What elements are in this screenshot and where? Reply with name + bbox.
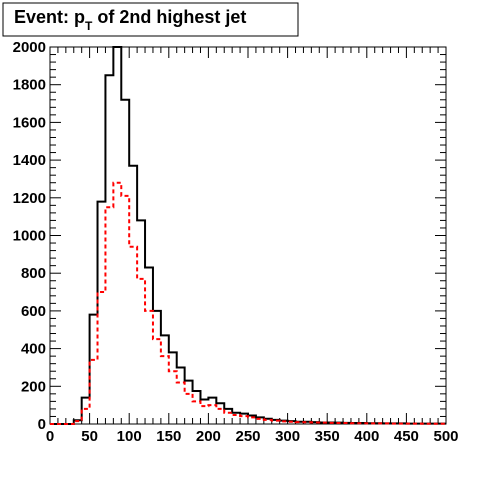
series-1-histogram — [50, 181, 446, 425]
series-0-histogram — [50, 46, 446, 425]
x-tick-label: 0 — [46, 428, 54, 445]
x-tick-label: 200 — [196, 428, 221, 445]
title-rest: of 2nd highest jet — [92, 7, 246, 27]
title-main: Event: p — [14, 7, 85, 27]
y-tick-label: 1200 — [13, 190, 46, 207]
chart-title: Event: pT of 2nd highest jet — [2, 2, 299, 37]
x-tick-label: 350 — [315, 428, 340, 445]
y-tick-label: 2000 — [13, 39, 46, 56]
y-tick-label: 1800 — [13, 77, 46, 94]
series-layer — [50, 46, 446, 425]
x-tick-label: 150 — [156, 428, 181, 445]
y-tick-label: 0 — [38, 416, 46, 433]
y-tick-label: 800 — [21, 265, 46, 282]
title-text: Event: pT of 2nd highest jet — [14, 7, 246, 33]
x-tick-label: 450 — [394, 428, 419, 445]
title-subscript: T — [85, 19, 93, 33]
x-tick-label: 250 — [235, 428, 260, 445]
y-tick-label: 600 — [21, 303, 46, 320]
x-tick-label: 500 — [433, 428, 458, 445]
title-box — [2, 2, 299, 37]
y-tick-label: 1000 — [13, 228, 46, 245]
plot-frame — [49, 46, 447, 425]
x-tick-label: 100 — [117, 428, 142, 445]
x-tick-label: 300 — [275, 428, 300, 445]
axes-layer: 0 50 100 150 200 250 300 350 400 450 500 0 200 400 600… — [13, 39, 459, 445]
y-tick-label: 1600 — [13, 114, 46, 131]
x-tick-label: 400 — [354, 428, 379, 445]
y-tick-label: 400 — [21, 341, 46, 358]
y-tick-label: 1400 — [13, 152, 46, 169]
y-tick-label: 200 — [21, 378, 46, 395]
x-tick-label: 50 — [81, 428, 98, 445]
